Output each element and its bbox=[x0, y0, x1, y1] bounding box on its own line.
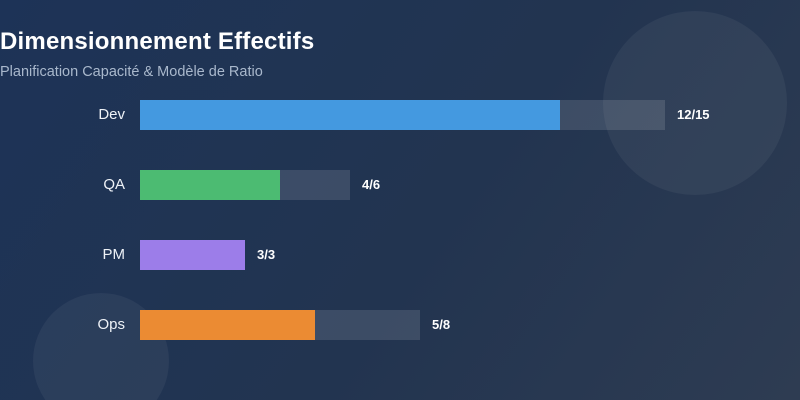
value-label: 3/3 bbox=[257, 247, 276, 262]
bar-row: PM 3/3 bbox=[0, 240, 800, 270]
bar-track bbox=[140, 170, 350, 200]
decor-circle-top-right bbox=[603, 11, 787, 195]
chart-title: Dimensionnement Effectifs bbox=[0, 28, 315, 55]
chart-subtitle: Planification Capacité & Modèle de Ratio bbox=[0, 64, 263, 80]
bar-fill bbox=[140, 310, 315, 340]
category-label: PM bbox=[102, 246, 126, 263]
value-label: 4/6 bbox=[362, 177, 381, 192]
bar-row: Ops 5/8 bbox=[0, 310, 800, 340]
category-label: Ops bbox=[97, 316, 125, 333]
bar-fill bbox=[140, 240, 245, 270]
value-label: 12/15 bbox=[677, 107, 710, 122]
category-label: Dev bbox=[98, 106, 125, 123]
bar-track bbox=[140, 240, 245, 270]
bar-fill bbox=[140, 100, 560, 130]
bar-track bbox=[140, 310, 420, 340]
value-label: 5/8 bbox=[432, 317, 451, 332]
bar-row: Dev 12/15 bbox=[0, 100, 800, 130]
bar-row: QA 4/6 bbox=[0, 170, 800, 200]
category-label: QA bbox=[103, 176, 125, 193]
bar-fill bbox=[140, 170, 280, 200]
bar-track bbox=[140, 100, 665, 130]
